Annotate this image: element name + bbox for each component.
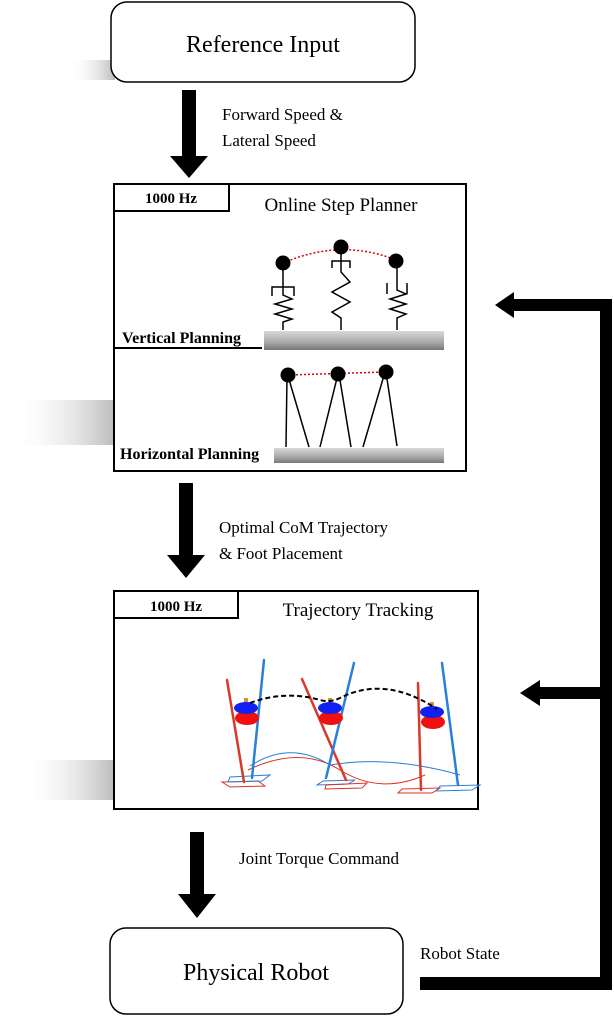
rate-label: 1000 Hz [145,191,197,207]
arrow-label: Joint Torque Command [239,849,399,868]
block-title: Trajectory Tracking [283,600,434,621]
arrow-down-icon [170,90,208,178]
reference-input-block: Reference Input [110,1,416,83]
com-trajectory [249,687,438,710]
com-mass [333,239,349,255]
arrow-down-icon [178,832,216,918]
trajectory-tracking-block: 1000 Hz Trajectory Tracking [113,590,482,810]
com-mass [280,367,296,383]
com-path [282,248,397,264]
shadow [10,400,115,445]
arrow-label: Optimal CoM Trajectory [219,518,389,537]
com-mass [275,255,291,271]
com-mass [388,253,404,269]
pendulum-legs [285,371,398,448]
robot-state-label: Robot State [420,944,500,963]
physical-robot-label: Physical Robot [183,960,329,986]
step-planner-block: 1000 Hz Online Step Planner Vertical Pla… [113,183,467,472]
arrow-label: Forward Speed & [222,105,343,124]
com-mass [378,364,394,380]
ground [264,331,444,350]
horizontal-planning-label: Horizontal Planning [120,446,259,463]
rate-label: 1000 Hz [150,599,202,615]
shadow [70,60,115,80]
com-mass [330,366,346,382]
arrow-left-icon [520,680,540,706]
physical-robot-block: Physical Robot [109,927,404,1015]
arrow-label: & Foot Placement [219,544,343,563]
block-title: Online Step Planner [264,195,418,216]
feedback-loop [420,292,612,990]
vertical-planning-label: Vertical Planning [122,330,241,347]
arrow-down-icon [167,483,205,578]
shadow [20,760,115,800]
walking-robot-simulation [220,658,482,794]
spring-mass-model [271,254,409,330]
reference-input-label: Reference Input [186,32,340,58]
ground [274,448,444,463]
arrow-label: Lateral Speed [222,131,316,150]
arrow-left-icon [495,292,514,318]
